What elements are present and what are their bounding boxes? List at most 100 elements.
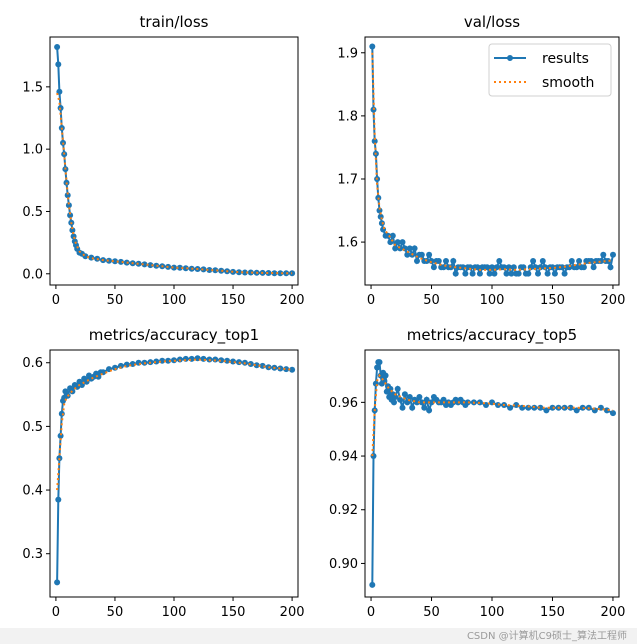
- x-tick-label: 150: [540, 293, 565, 308]
- results-point: [551, 270, 558, 277]
- results-point: [503, 270, 510, 277]
- results-point: [418, 399, 425, 406]
- results-line: [56, 357, 293, 583]
- results-point: [537, 264, 544, 271]
- results-point: [525, 270, 532, 277]
- results-point: [559, 264, 566, 271]
- watermark: CSDN @计算机C9硕士_算法工程师: [466, 631, 627, 642]
- results-point: [394, 239, 401, 246]
- results-point: [484, 264, 491, 271]
- results-point: [416, 394, 423, 400]
- results-point: [265, 270, 272, 276]
- results-point: [464, 399, 471, 406]
- results-point: [476, 270, 483, 277]
- results-point: [171, 264, 177, 271]
- results-point: [200, 266, 207, 273]
- results-point: [64, 192, 71, 199]
- results-point: [54, 44, 61, 50]
- plot-area: [369, 359, 616, 588]
- results-point: [55, 496, 62, 503]
- y-tick-label: 0.6: [22, 356, 43, 371]
- results-point: [537, 404, 544, 411]
- results-point: [409, 404, 416, 411]
- results-point: [188, 355, 195, 362]
- results-point: [580, 264, 587, 271]
- results-point: [141, 261, 148, 268]
- x-tick-label: 150: [540, 605, 565, 620]
- results-point: [182, 265, 189, 272]
- results-point: [392, 394, 399, 400]
- results-point: [496, 258, 503, 264]
- results-point: [374, 364, 381, 371]
- results-point: [176, 264, 183, 271]
- train-loss-plot: train/loss 0 50 100 150 200 0.0 0.5 1.0 1.5: [22, 13, 304, 308]
- results-point: [568, 258, 575, 264]
- results-point: [421, 404, 428, 411]
- y-tick-label: 1.8: [337, 109, 358, 124]
- results-point: [566, 264, 573, 271]
- results-point: [271, 270, 278, 277]
- y-tick-label: 1.6: [337, 236, 358, 251]
- axes-frame: [49, 36, 299, 286]
- results-point: [411, 245, 418, 252]
- results-point: [241, 269, 248, 276]
- y-tick-label: 0.94: [329, 450, 358, 465]
- results-point: [600, 251, 607, 258]
- x-tick-label: 100: [480, 293, 505, 308]
- x-tick-label: 100: [162, 293, 187, 308]
- results-point: [428, 399, 435, 406]
- plot-area: [369, 43, 616, 278]
- results-point: [406, 245, 413, 252]
- x-tick-label: 0: [52, 605, 60, 620]
- x-tick-label: 0: [52, 293, 60, 308]
- y-tick-label: 0.4: [22, 484, 43, 499]
- results-point: [435, 258, 442, 264]
- results-point: [462, 270, 469, 277]
- results-point: [603, 407, 610, 414]
- results-point: [401, 391, 408, 398]
- results-point: [69, 227, 76, 234]
- y-tick-label: 0.0: [22, 267, 43, 282]
- results-point: [542, 264, 549, 271]
- legend-results-marker: [507, 55, 513, 61]
- axes-frame: [49, 349, 299, 598]
- y-tick-label: 0.92: [329, 503, 358, 518]
- results-point: [112, 258, 118, 265]
- accuracy-top1-title: metrics/accuracy_top1: [89, 326, 259, 345]
- results-point: [117, 258, 124, 265]
- results-point: [543, 407, 550, 414]
- x-tick-label: 100: [162, 605, 187, 620]
- results-point: [283, 366, 290, 373]
- results-point: [450, 258, 457, 264]
- results-point: [591, 407, 598, 414]
- results-point: [610, 410, 616, 417]
- results-point: [218, 267, 225, 274]
- smooth-line: [371, 373, 614, 457]
- results-line: [56, 46, 293, 275]
- train-loss-title: train/loss: [140, 13, 209, 31]
- bottom-bar: [0, 628, 637, 644]
- results-point: [430, 264, 437, 271]
- y-tick-label: 0.5: [22, 205, 43, 220]
- smooth-line: [56, 92, 293, 275]
- results-point: [605, 258, 612, 264]
- y-tick-label: 0.96: [329, 396, 358, 411]
- results-point: [289, 366, 296, 373]
- x-tick-label: 50: [423, 605, 440, 620]
- results-point: [426, 251, 433, 258]
- results-point: [247, 361, 254, 367]
- results-point: [418, 251, 425, 258]
- results-point: [212, 267, 219, 274]
- results-point: [590, 264, 597, 271]
- x-tick-label: 50: [423, 293, 440, 308]
- results-point: [247, 269, 254, 276]
- axes-frame: [364, 349, 620, 598]
- results-point: [567, 404, 574, 411]
- y-tick-label: 1.9: [337, 46, 358, 61]
- accuracy-top5-plot: metrics/accuracy_top5 0 50 100 150 200 0.90 0.…: [329, 326, 625, 620]
- results-point: [549, 404, 556, 411]
- legend-results-label: results: [542, 51, 589, 67]
- results-point: [404, 251, 411, 258]
- figure-canvas: train/loss 0 50 100 150 200 0.0 0.5 1.0 1.5 val/…: [22, 13, 625, 620]
- results-point: [389, 232, 396, 239]
